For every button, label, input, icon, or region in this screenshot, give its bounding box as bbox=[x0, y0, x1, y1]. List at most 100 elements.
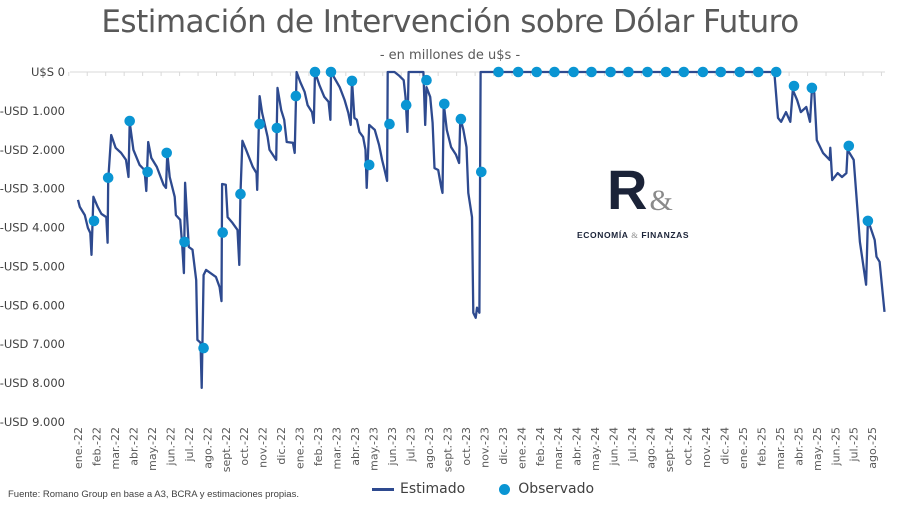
observado-point bbox=[586, 66, 597, 78]
x-tick-label: ago.-23 bbox=[423, 427, 436, 469]
x-tick-label: abr.-23 bbox=[349, 427, 362, 466]
x-tick-label: ene.-22 bbox=[72, 427, 85, 469]
observado-point bbox=[678, 66, 690, 78]
y-tick-label: -USD 3.000 bbox=[0, 182, 65, 196]
x-tick-label: abr.-22 bbox=[127, 427, 140, 466]
observado-point bbox=[568, 66, 579, 78]
observado-point bbox=[734, 66, 746, 78]
observado-point bbox=[142, 166, 153, 178]
x-tick-label: sept.-23 bbox=[441, 427, 454, 472]
observado-point bbox=[512, 66, 524, 78]
legend-dot-swatch bbox=[499, 483, 511, 495]
y-tick-label: -USD 8.000 bbox=[0, 376, 65, 390]
observado-point bbox=[549, 66, 560, 78]
x-tick-label: mar.-24 bbox=[552, 427, 565, 469]
observado-point bbox=[531, 66, 542, 78]
observado-point bbox=[439, 98, 450, 110]
observado-point bbox=[179, 236, 190, 248]
observado-point bbox=[271, 122, 283, 134]
x-tick-label: dic.-22 bbox=[275, 427, 288, 465]
observado-point bbox=[290, 90, 302, 102]
y-tick-label: U$S 0 bbox=[31, 65, 65, 79]
legend: Estimado Observado bbox=[372, 481, 594, 497]
observado-point bbox=[623, 66, 634, 78]
x-tick-label: mar.-22 bbox=[109, 427, 122, 469]
observado-point bbox=[254, 118, 265, 130]
legend-label-observado: Observado bbox=[518, 481, 595, 497]
legend-label-estimado: Estimado bbox=[400, 481, 466, 497]
observado-point bbox=[788, 80, 800, 92]
observado-point bbox=[843, 140, 855, 152]
y-tick-label: -USD 5.000 bbox=[0, 259, 65, 273]
x-tick-label: ene.-23 bbox=[294, 427, 307, 469]
logo-text: ECONOMÍA & FINANZAS bbox=[577, 230, 690, 240]
x-tick-label: oct.-24 bbox=[682, 427, 695, 466]
x-tick-label: feb.-22 bbox=[90, 427, 103, 466]
observado-point bbox=[642, 66, 653, 78]
x-tick-label: jun.-24 bbox=[608, 427, 621, 466]
observado-point bbox=[363, 159, 375, 171]
x-tick-label: mar.-23 bbox=[331, 427, 344, 469]
chart-subtitle: - en millones de u$s - bbox=[379, 48, 521, 63]
observado-point bbox=[660, 66, 672, 78]
x-tick-label: ene.-24 bbox=[515, 427, 528, 469]
observado-point bbox=[770, 66, 782, 78]
x-tick-label: jul.-24 bbox=[626, 427, 639, 463]
observado-point bbox=[217, 227, 228, 238]
x-tick-label: ene.-25 bbox=[737, 427, 750, 469]
observado-point bbox=[493, 66, 504, 78]
x-tick-label: mar.-25 bbox=[774, 427, 787, 469]
x-tick-label: jun.-23 bbox=[386, 427, 399, 466]
x-tick-label: ago.-22 bbox=[201, 427, 214, 469]
x-tick-label: feb.-23 bbox=[312, 427, 325, 466]
x-tick-label: may.-23 bbox=[368, 427, 381, 471]
x-tick-label: feb.-25 bbox=[755, 427, 768, 466]
x-tick-label: jul.-22 bbox=[183, 427, 196, 463]
x-tick-label: jul.-25 bbox=[848, 427, 861, 463]
y-tick-label: -USD 9.000 bbox=[0, 415, 65, 429]
x-tick-label: oct.-22 bbox=[238, 427, 251, 466]
observado-point bbox=[88, 215, 100, 227]
observado-point bbox=[346, 75, 358, 87]
series-line-estimado bbox=[76, 70, 886, 389]
x-tick-label: jun.-25 bbox=[829, 427, 842, 466]
observado-point bbox=[715, 66, 727, 78]
legend-line-swatch bbox=[372, 487, 394, 491]
x-tick-label: jul.-23 bbox=[404, 427, 417, 463]
x-tick-label: dic.-24 bbox=[718, 427, 731, 465]
x-tick-label: feb.-24 bbox=[534, 427, 547, 466]
x-tick-label: ago.-25 bbox=[866, 427, 879, 469]
y-tick-label: -USD 2.000 bbox=[0, 143, 65, 157]
observado-point bbox=[102, 172, 114, 184]
x-tick-label: dic.-23 bbox=[497, 427, 510, 465]
x-tick-label: ago.-24 bbox=[645, 427, 658, 469]
observado-point bbox=[605, 66, 616, 78]
observado-point bbox=[124, 115, 135, 127]
x-tick-label: oct.-23 bbox=[460, 427, 473, 466]
x-tick-label: sept.-24 bbox=[663, 427, 676, 472]
logo-mark: R& bbox=[607, 158, 673, 221]
observado-point bbox=[309, 66, 321, 78]
x-tick-label: may.-25 bbox=[811, 427, 824, 471]
x-tick-label: may.-24 bbox=[589, 427, 602, 471]
source-note: Fuente: Romano Group en base a A3, BCRA … bbox=[8, 489, 299, 500]
observado-point bbox=[455, 113, 467, 125]
y-tick-label: -USD 1.000 bbox=[0, 104, 65, 118]
observado-point bbox=[235, 188, 246, 200]
observado-point bbox=[325, 66, 337, 78]
observado-point bbox=[421, 74, 432, 86]
observado-point bbox=[198, 342, 209, 354]
observado-point bbox=[753, 66, 764, 78]
y-tick-label: -USD 7.000 bbox=[0, 337, 65, 351]
x-tick-label: may.-22 bbox=[146, 427, 159, 471]
x-tick-label: jun.-22 bbox=[164, 427, 177, 466]
x-tick-label: abr.-24 bbox=[571, 427, 584, 466]
observado-point bbox=[400, 99, 412, 111]
y-tick-label: -USD 6.000 bbox=[0, 298, 65, 312]
x-tick-label: sept.-22 bbox=[220, 427, 233, 472]
x-tick-label: nov.-22 bbox=[257, 427, 270, 468]
x-tick-label: nov.-23 bbox=[478, 427, 491, 468]
observado-point bbox=[806, 82, 818, 94]
